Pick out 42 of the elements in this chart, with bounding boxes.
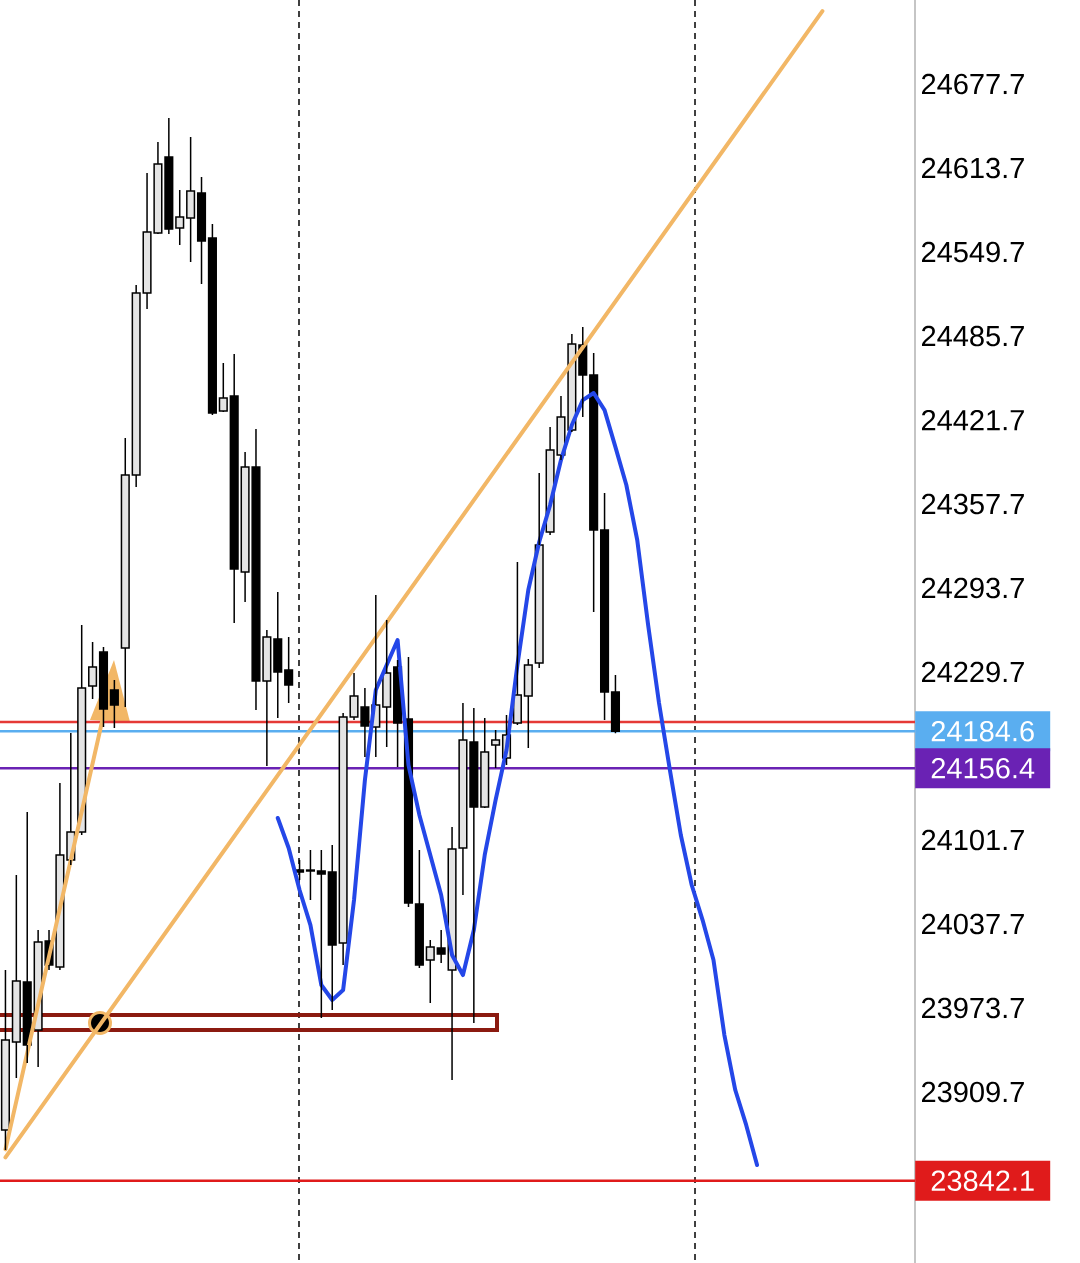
candlestick (98, 646, 109, 728)
candlestick (229, 353, 239, 624)
candlestick (425, 939, 435, 1004)
y-tick-label: 24293.7 (921, 577, 1024, 599)
candlestick (480, 717, 490, 808)
candlestick (0, 969, 11, 1151)
candlestick (327, 844, 337, 1011)
y-tick-label: 24357.7 (921, 493, 1024, 515)
ref-line-label: 23842.1 (931, 1170, 1034, 1191)
candlestick (316, 849, 326, 1019)
y-tick-label: 23909.7 (921, 1081, 1024, 1103)
candlestick (414, 849, 424, 969)
candlestick (218, 362, 228, 412)
candlestick (109, 679, 119, 729)
candlestick (534, 472, 544, 669)
candlestick (523, 658, 533, 749)
y-tick-label: 24613.7 (921, 157, 1024, 179)
candlestick (491, 729, 501, 769)
candlestick (11, 874, 21, 1079)
candlestick (120, 437, 130, 708)
candlestick (512, 561, 522, 726)
y-tick-label: 24549.7 (921, 241, 1024, 263)
y-tick-label: 23973.7 (921, 997, 1024, 1019)
candlestick (382, 619, 392, 748)
candlestick (610, 674, 621, 735)
ref-line-label: 24156.4 (931, 757, 1035, 779)
candlestick (88, 641, 98, 700)
candlestick (589, 352, 599, 613)
candlestick (284, 636, 294, 704)
y-tick-label: 24101.7 (921, 829, 1024, 851)
candlestick (196, 176, 207, 285)
candlestick (186, 136, 196, 263)
y-tick-label: 24421.7 (921, 409, 1024, 431)
ref-line-label: 24184.6 (931, 720, 1034, 742)
y-tick-label: 24677.7 (921, 73, 1024, 95)
candlestick (599, 492, 610, 721)
candlestick (273, 591, 283, 719)
candlestick (175, 189, 185, 246)
y-tick-label: 24037.7 (921, 913, 1024, 935)
candlestick (305, 849, 316, 901)
y-tick-label: 24229.7 (921, 661, 1024, 683)
y-tick-label: 24485.7 (921, 325, 1024, 347)
